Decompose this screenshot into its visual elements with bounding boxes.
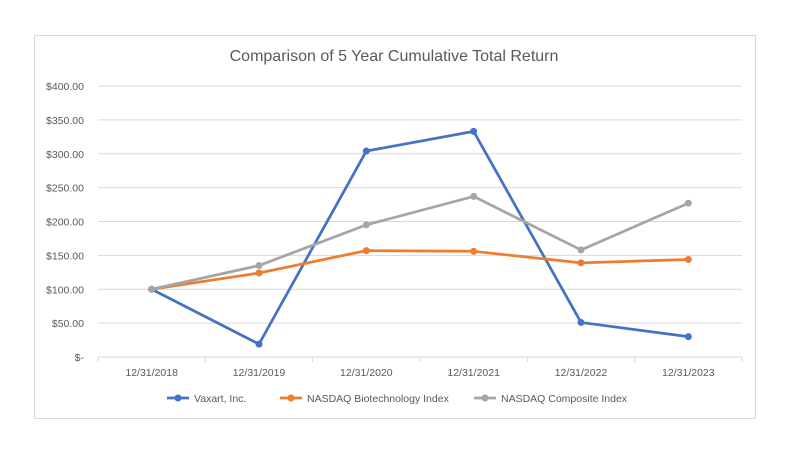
y-tick-label: $100.00 [46, 284, 84, 296]
y-tick-label: $400.00 [46, 81, 84, 93]
legend-label: NASDAQ Biotechnology Index [307, 393, 450, 405]
data-point [148, 285, 156, 293]
series-line [150, 195, 690, 291]
x-axis: 12/31/2018 12/31/2019 12/31/2020 12/31/2021… [97, 356, 743, 379]
data-point [362, 147, 370, 155]
data-point [577, 246, 585, 254]
legend-marker [287, 394, 295, 402]
y-tick-label: $50.00 [52, 318, 84, 330]
legend-item: NASDAQ Composite Index [474, 393, 628, 405]
gridlines [98, 85, 742, 324]
data-point [684, 333, 692, 341]
data-point [577, 259, 585, 267]
legend-label: NASDAQ Composite Index [501, 393, 628, 405]
series [148, 247, 692, 293]
legend-marker [174, 394, 182, 402]
y-tick-label: $200.00 [46, 217, 84, 229]
y-tick-label: $300.00 [46, 149, 84, 161]
y-tick-label: $250.00 [46, 183, 84, 195]
x-tick-label: 12/31/2020 [340, 367, 393, 379]
x-tick-label: 12/31/2022 [555, 367, 608, 379]
legend-marker [481, 394, 489, 402]
x-tick-label: 12/31/2023 [662, 367, 715, 379]
data-point [362, 221, 370, 229]
series-line [150, 130, 690, 346]
data-point [470, 127, 478, 135]
legend: Vaxart, Inc. NASDAQ Biotechnology Index NA… [167, 393, 628, 405]
series [148, 192, 692, 293]
y-tick-label: $350.00 [46, 115, 84, 127]
data-point [684, 255, 692, 263]
y-tick-label: $150.00 [46, 250, 84, 262]
x-tick-label: 12/31/2019 [233, 367, 286, 379]
y-axis-tick-labels: $- $50.00 $100.00 $150.00 $200.00 $250.00 $300… [46, 81, 84, 364]
legend-label: Vaxart, Inc. [194, 393, 246, 405]
data-point [684, 199, 692, 207]
data-point [470, 192, 478, 200]
y-tick-label: $- [75, 352, 85, 364]
data-point [255, 262, 263, 270]
data-point [362, 247, 370, 255]
x-tick-label: 12/31/2018 [125, 367, 178, 379]
legend-item: NASDAQ Biotechnology Index [280, 393, 450, 405]
x-tick-label: 12/31/2021 [447, 367, 500, 379]
data-point [255, 269, 263, 277]
series-line [150, 249, 690, 291]
data-point [470, 247, 478, 255]
data-point [255, 340, 263, 348]
chart-title: Comparison of 5 Year Cumulative Total Re… [230, 48, 559, 65]
series-lines [148, 127, 692, 348]
data-point [577, 318, 585, 326]
legend-item: Vaxart, Inc. [167, 393, 246, 405]
